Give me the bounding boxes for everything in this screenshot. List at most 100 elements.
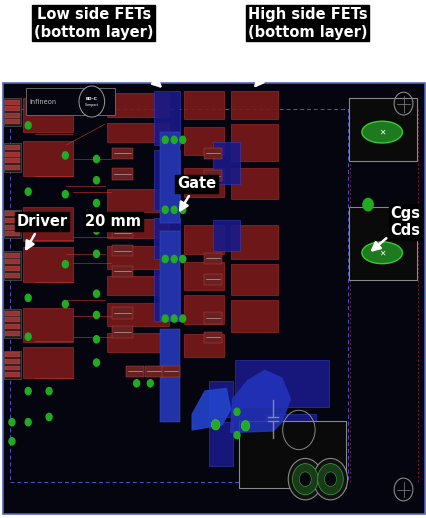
Polygon shape	[192, 388, 230, 430]
Bar	[230, 300, 277, 332]
Circle shape	[162, 255, 168, 263]
Circle shape	[324, 472, 336, 486]
Bar	[112, 227, 132, 238]
Bar	[4, 98, 21, 126]
Bar	[230, 225, 277, 259]
Circle shape	[211, 420, 219, 430]
Bar	[3, 83, 424, 514]
Bar	[264, 461, 315, 487]
Circle shape	[25, 333, 31, 340]
Bar	[106, 333, 168, 352]
Circle shape	[93, 359, 99, 366]
Bar	[5, 260, 20, 264]
Bar	[213, 142, 239, 184]
Bar	[5, 318, 20, 322]
Bar	[23, 207, 72, 241]
Bar	[5, 119, 20, 124]
Bar	[213, 220, 239, 251]
Bar	[209, 381, 232, 417]
Circle shape	[171, 136, 177, 143]
Bar	[239, 421, 345, 488]
Bar	[264, 414, 315, 456]
Text: infineon: infineon	[29, 98, 56, 105]
Bar	[4, 251, 21, 280]
Bar	[5, 324, 20, 329]
Circle shape	[25, 387, 31, 395]
Bar	[230, 124, 277, 161]
Polygon shape	[230, 370, 290, 433]
Circle shape	[79, 86, 104, 117]
Bar	[5, 231, 20, 236]
Bar	[159, 329, 180, 422]
Bar	[5, 106, 20, 111]
Bar	[183, 334, 224, 357]
Circle shape	[162, 315, 168, 322]
Bar	[230, 264, 277, 295]
Circle shape	[171, 255, 177, 263]
Bar	[5, 272, 20, 278]
Bar	[183, 295, 224, 324]
Circle shape	[241, 421, 249, 431]
Bar	[5, 225, 20, 229]
Bar	[183, 262, 224, 290]
Circle shape	[25, 419, 31, 426]
Bar	[204, 312, 222, 324]
Bar	[23, 347, 72, 378]
Circle shape	[62, 261, 68, 268]
Bar	[183, 225, 224, 254]
Text: Compact: Compact	[84, 103, 99, 107]
Circle shape	[162, 206, 168, 213]
Bar	[153, 150, 180, 210]
Bar	[183, 168, 224, 197]
Bar	[230, 168, 277, 199]
Bar	[5, 211, 20, 217]
Bar	[5, 330, 20, 336]
Bar	[234, 360, 328, 407]
Bar	[204, 148, 222, 159]
Bar	[23, 98, 72, 132]
Bar	[112, 148, 132, 159]
Bar	[5, 366, 20, 370]
Circle shape	[179, 206, 185, 213]
Bar	[145, 366, 163, 377]
Text: Cgs
Cds: Cgs Cds	[371, 206, 420, 250]
Bar	[112, 245, 132, 256]
Text: High side FETs
(bottom layer): High side FETs (bottom layer)	[247, 7, 366, 86]
Bar	[162, 366, 180, 377]
Circle shape	[62, 300, 68, 308]
Bar	[5, 145, 20, 150]
Circle shape	[292, 464, 317, 495]
Bar	[106, 276, 168, 295]
Bar	[5, 99, 20, 105]
Bar	[5, 359, 20, 364]
Bar	[5, 159, 20, 163]
Bar	[204, 170, 222, 181]
Bar	[4, 143, 21, 172]
Bar	[348, 98, 416, 161]
Bar	[204, 253, 222, 264]
Bar	[159, 231, 180, 321]
Bar	[183, 91, 224, 119]
Circle shape	[46, 387, 52, 395]
Bar	[112, 168, 132, 180]
Circle shape	[288, 458, 322, 500]
Bar	[106, 189, 168, 212]
Circle shape	[93, 311, 99, 319]
Circle shape	[93, 290, 99, 297]
Bar	[5, 165, 20, 170]
Circle shape	[46, 413, 52, 421]
Bar	[112, 326, 132, 338]
Bar	[230, 91, 277, 119]
Bar	[204, 274, 222, 285]
Circle shape	[171, 206, 177, 213]
Bar	[4, 210, 21, 238]
Circle shape	[317, 464, 343, 495]
Bar	[106, 246, 168, 269]
Circle shape	[133, 380, 139, 387]
Bar	[26, 88, 115, 115]
Circle shape	[299, 472, 311, 486]
Bar	[5, 311, 20, 316]
Circle shape	[93, 227, 99, 234]
Circle shape	[25, 294, 31, 301]
Circle shape	[171, 315, 177, 322]
